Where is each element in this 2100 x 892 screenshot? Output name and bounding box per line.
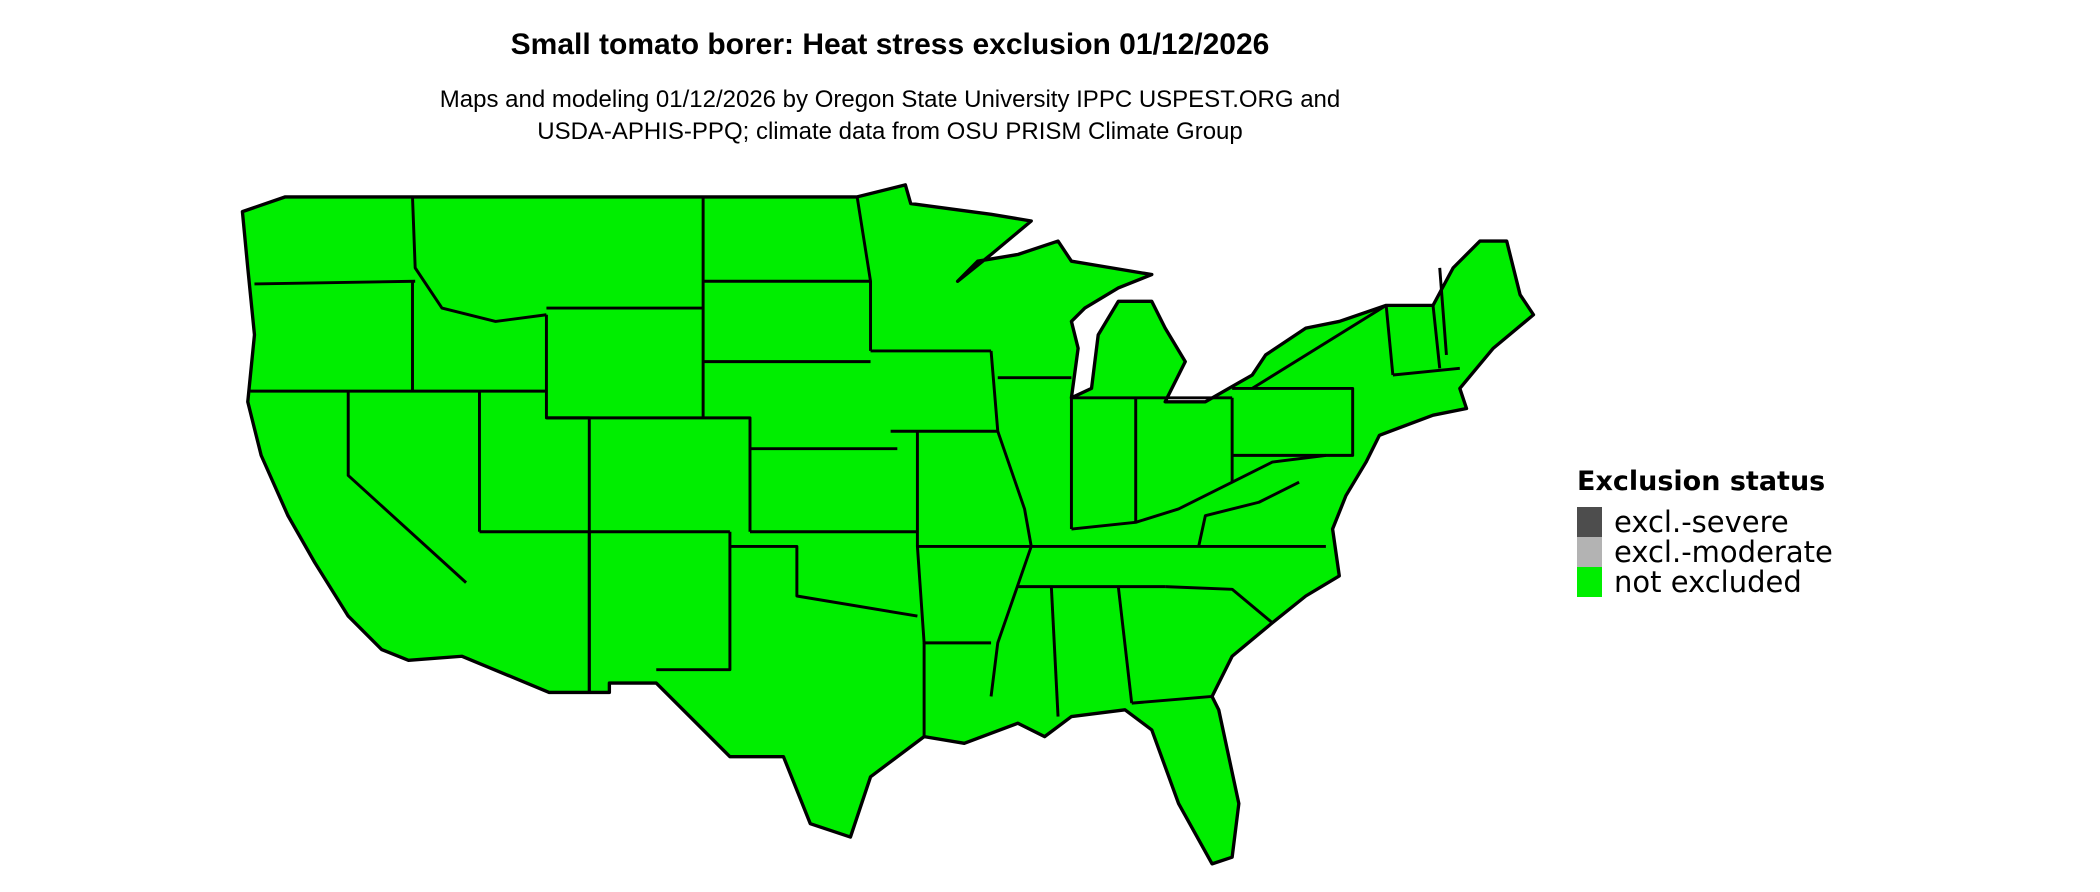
map-subtitle: Maps and modeling 01/12/2026 by Oregon S… — [0, 84, 1780, 148]
state-border — [656, 531, 732, 672]
state-border — [1392, 366, 1460, 377]
legend-item-moderate: excl.-moderate — [1577, 535, 1833, 569]
map-title: Small tomato borer: Heat stress exclusio… — [510, 28, 1270, 61]
state-border — [729, 544, 918, 618]
state-border — [1384, 305, 1395, 376]
state-border — [1071, 453, 1327, 531]
state-border — [855, 196, 873, 351]
state-border — [1197, 480, 1300, 547]
state-border — [1232, 386, 1355, 457]
state-border — [1131, 694, 1213, 705]
us-outline — [240, 183, 1536, 866]
state-border — [1431, 305, 1442, 369]
state-border — [1251, 304, 1387, 390]
subtitle-line-1: Maps and modeling 01/12/2026 by Oregon S… — [439, 86, 1341, 113]
state-border — [1049, 586, 1060, 717]
state-border — [411, 196, 547, 323]
legend-swatch — [1577, 567, 1602, 597]
state-border — [254, 279, 416, 286]
legend-item-not-excluded: not excluded — [1577, 565, 1833, 599]
state-border — [546, 416, 752, 532]
state-border — [1116, 586, 1134, 704]
legend-title: Exclusion status — [1577, 466, 1826, 497]
legend: Exclusion status excl.-severe excl.-mode… — [1577, 466, 1833, 599]
state-border — [989, 350, 1033, 697]
legend-swatch — [1577, 507, 1602, 537]
subtitle-line-2: USDA-APHIS-PPQ; climate data from OSU PR… — [537, 118, 1243, 145]
state-border — [1438, 267, 1448, 356]
legend-item-severe: excl.-severe — [1577, 505, 1833, 539]
state-border — [346, 391, 468, 584]
state-border — [1165, 585, 1274, 624]
legend-swatch — [1577, 537, 1602, 567]
state-borders — [250, 196, 1460, 737]
